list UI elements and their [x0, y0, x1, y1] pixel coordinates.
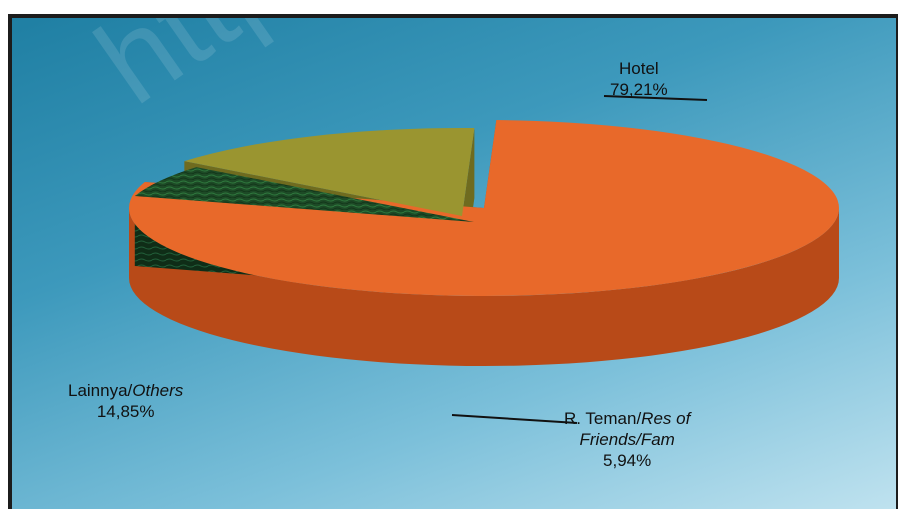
label-hotel-name: Hotel: [618, 59, 659, 78]
pie-top-faces: [128, 120, 839, 296]
label-friends-main: R. Teman/: [564, 409, 642, 428]
pie-slice-1: [134, 167, 474, 222]
label-friends-value: 5,94%: [603, 451, 652, 470]
chart-panel: http Hotel 79,21% R. Teman/Res of Friend…: [12, 18, 896, 509]
label-others-italic: Others: [132, 381, 184, 400]
label-others-line1: Lainnya/Others: [68, 380, 183, 401]
leader-lines: [451, 95, 708, 424]
pie-side-0: [129, 208, 839, 366]
pie-slice-2: [184, 127, 475, 216]
label-hotel: Hotel 79,21%: [610, 58, 668, 100]
label-friends-italic: Res of: [641, 409, 691, 428]
label-friends: R. Teman/Res of Friends/Fam 5,94%: [564, 408, 690, 471]
label-others-main: Lainnya/: [68, 381, 133, 400]
pie-chart: [128, 95, 839, 424]
label-others: Lainnya/Others 14,85%: [68, 380, 183, 422]
label-friends-line1: R. Teman/Res of: [564, 408, 690, 429]
label-others-value: 14,85%: [96, 402, 155, 421]
label-friends-line2: Friends/Fam: [579, 430, 675, 449]
leader-line-0: [603, 95, 708, 101]
pie-slice-0: [128, 120, 839, 296]
leader-line-1: [451, 414, 578, 424]
label-hotel-value: 79,21%: [610, 80, 668, 99]
